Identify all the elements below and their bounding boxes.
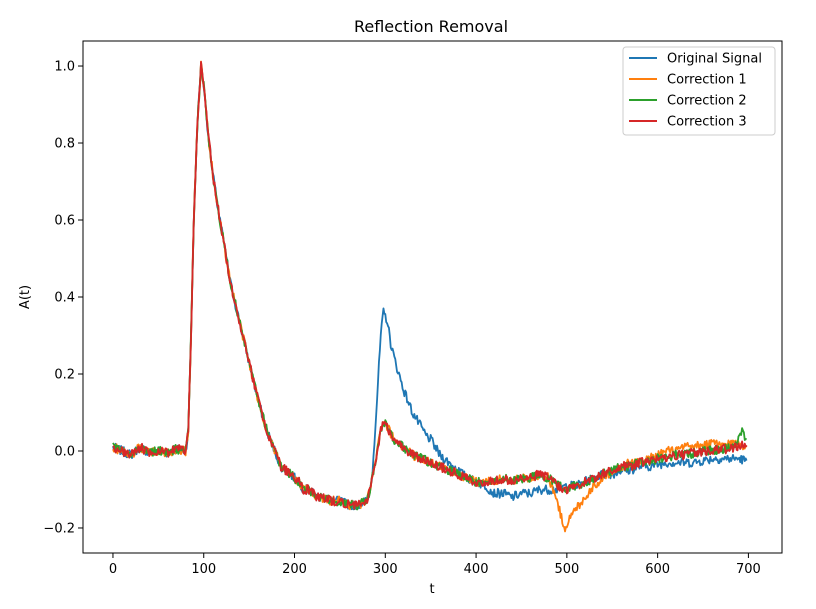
legend-entry: Correction 2 <box>667 94 747 109</box>
legend: Original Signal Correction 1 Correction 2 C… <box>622 46 776 136</box>
x-tick-label: 200 <box>282 562 307 577</box>
x-tick-label: 100 <box>191 562 216 577</box>
y-tick-label: 0.0 <box>54 444 75 459</box>
plot-area <box>82 40 783 554</box>
x-tick-label: 0 <box>109 562 117 577</box>
y-tick-label: 0.8 <box>54 137 75 152</box>
series-line-4 <box>112 61 748 510</box>
legend-box <box>622 46 776 136</box>
y-axis-label: A(t) <box>18 285 33 309</box>
y-tick-label: 0.6 <box>54 214 75 229</box>
y-tick-label: −0.2 <box>43 521 75 536</box>
y-tick-label: 0.4 <box>54 291 75 306</box>
x-axis-label: t <box>429 582 434 597</box>
legend-entry: Correction 1 <box>667 73 747 88</box>
y-axis: −0.2 0.0 0.2 0.4 0.6 0.8 1.0 <box>43 60 83 536</box>
x-tick-label: 300 <box>373 562 398 577</box>
series-group <box>112 60 748 533</box>
x-tick-label: 600 <box>645 562 670 577</box>
x-tick-label: 400 <box>464 562 489 577</box>
legend-entry: Correction 3 <box>667 115 747 130</box>
y-tick-label: 0.2 <box>54 367 75 382</box>
chart-title: Reflection Removal <box>354 17 508 36</box>
x-tick-label: 500 <box>554 562 579 577</box>
x-tick-label: 700 <box>736 562 761 577</box>
legend-entry: Original Signal <box>667 52 762 67</box>
x-axis: 0 100 200 300 400 500 600 700 <box>109 553 761 577</box>
y-tick-label: 1.0 <box>54 60 75 75</box>
